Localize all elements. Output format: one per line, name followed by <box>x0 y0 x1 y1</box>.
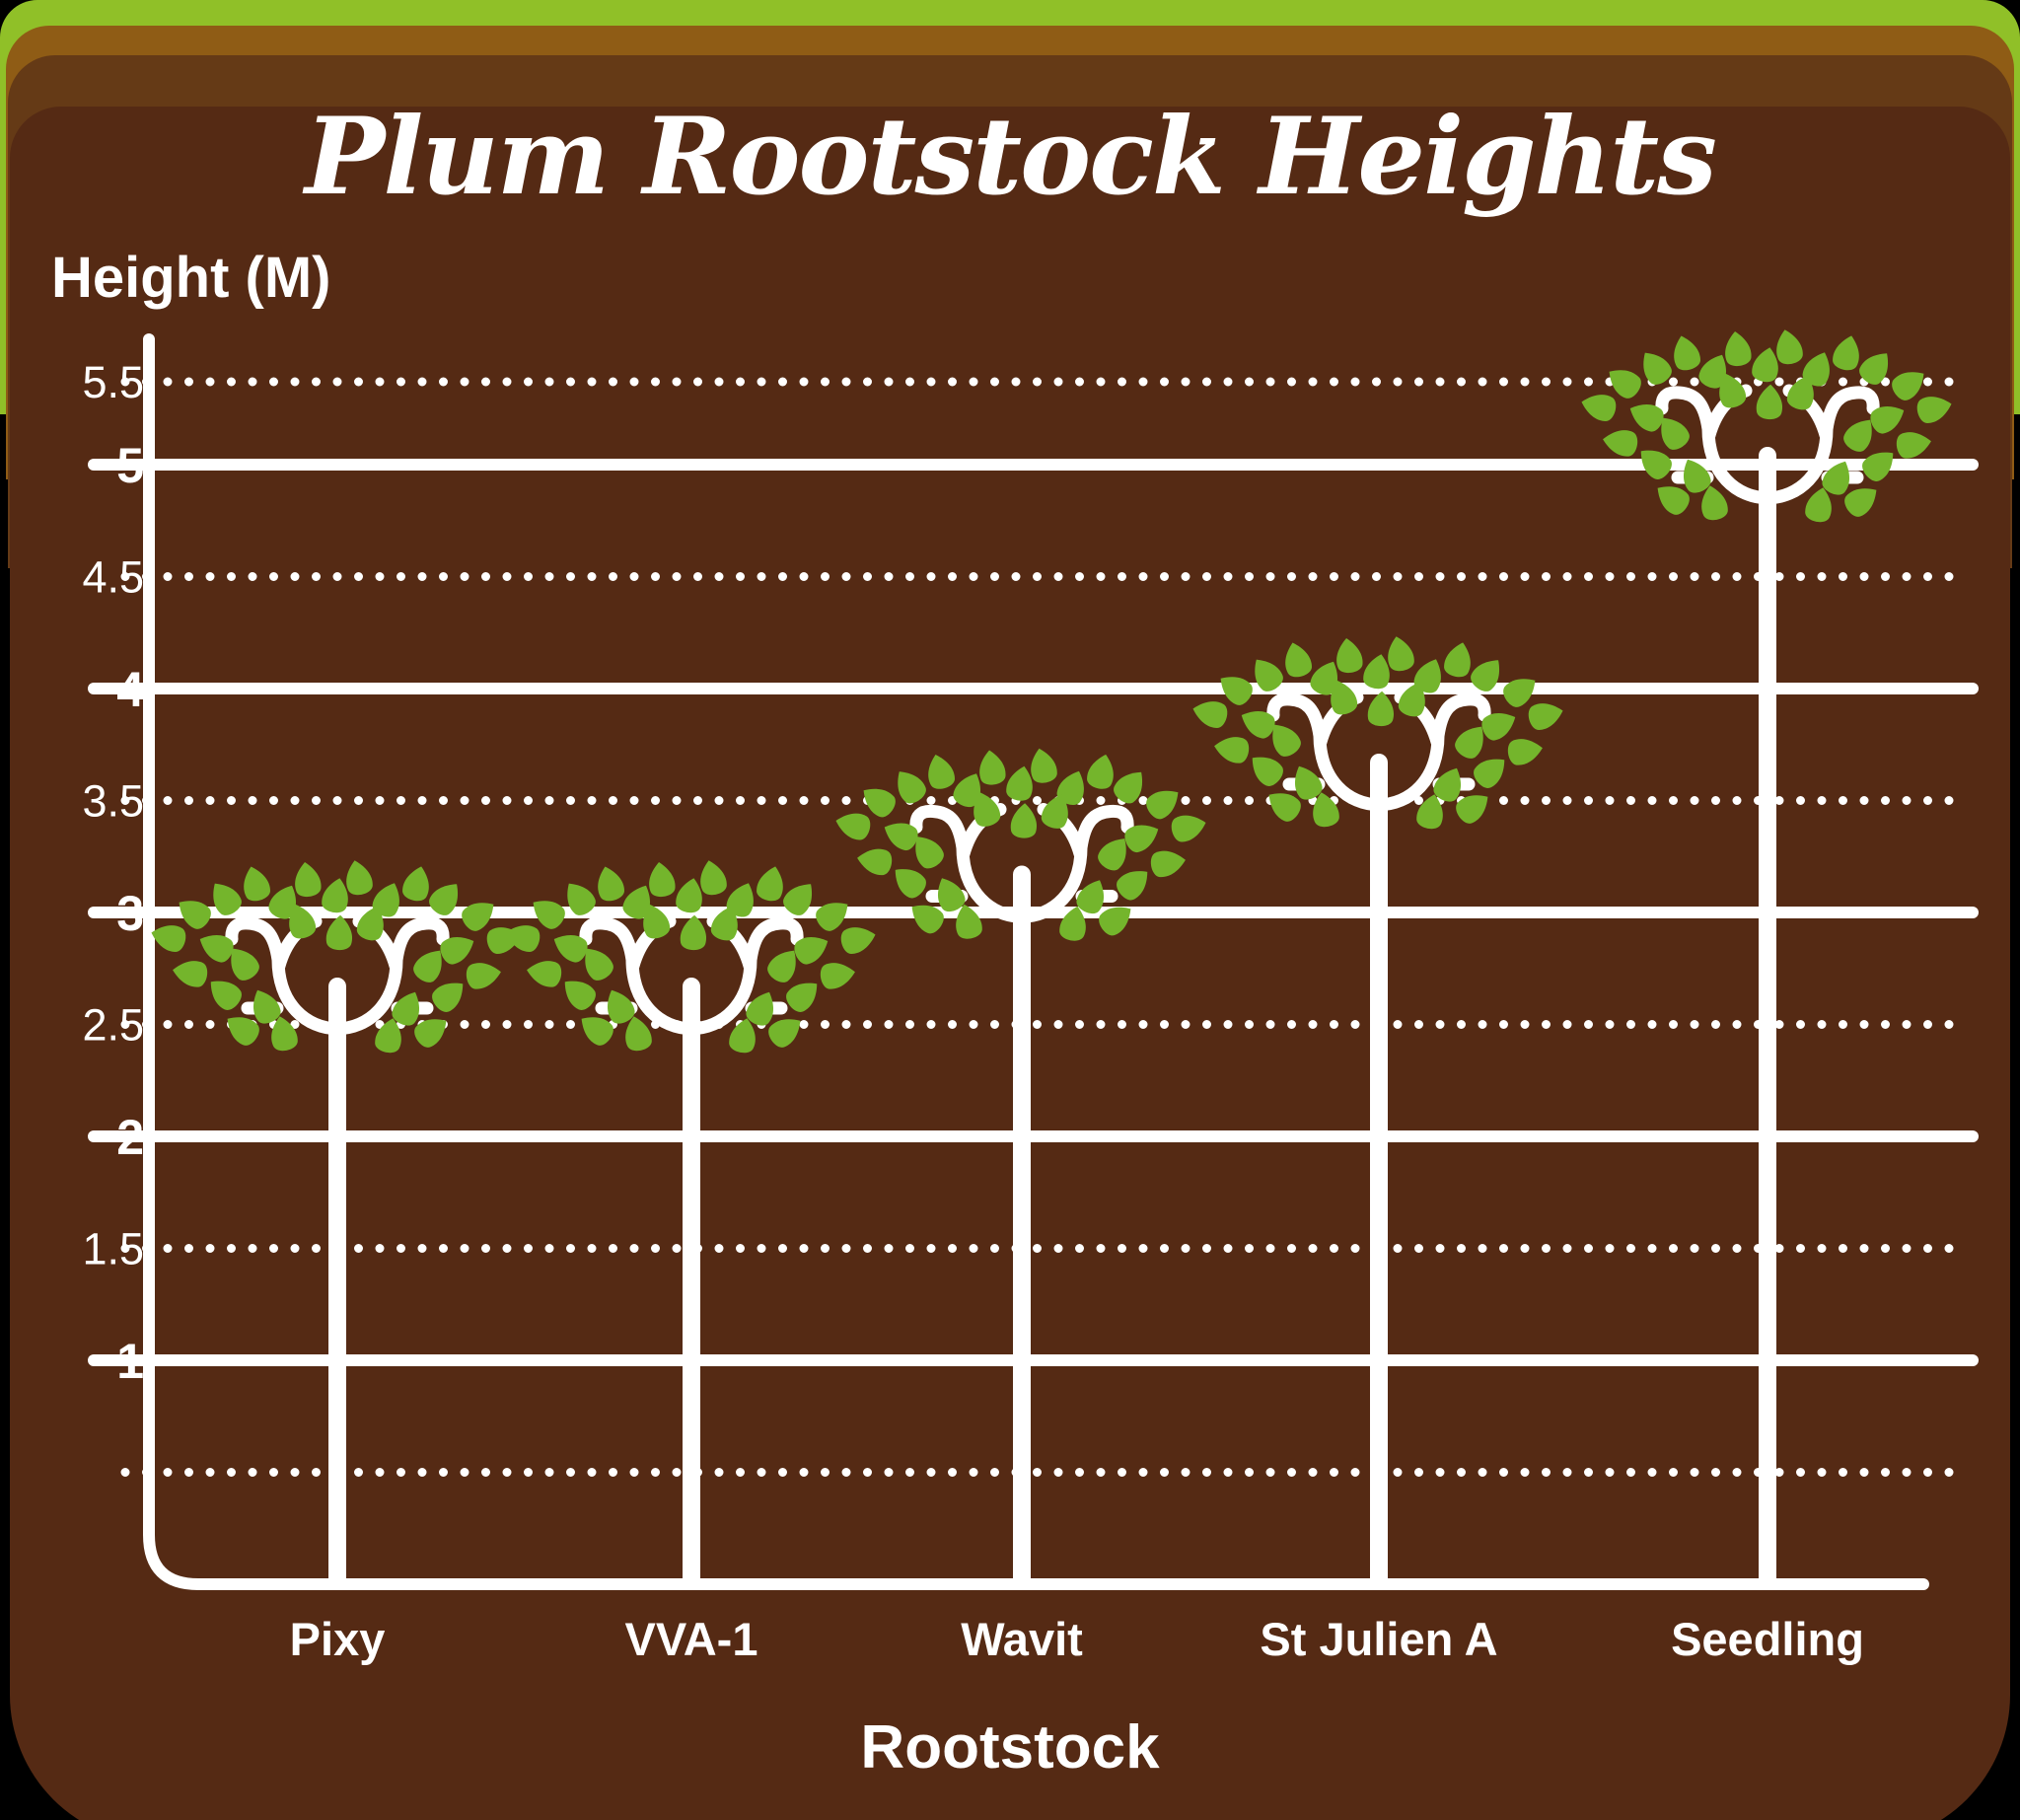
axis-line <box>143 333 1929 1590</box>
y-tick-label: 5.5 <box>82 357 144 407</box>
x-tick-label: Seedling <box>1671 1613 1864 1665</box>
tree-branches <box>1266 691 1491 812</box>
leaf-icon <box>976 748 1007 787</box>
tree-icon <box>148 857 525 1589</box>
leaf-icon <box>695 857 729 898</box>
leaf-icon <box>754 863 788 904</box>
leaf-icon <box>1771 327 1805 367</box>
leaf-icon <box>854 844 895 877</box>
y-tick-label: 3.5 <box>82 776 144 827</box>
y-tick-label: 5 <box>116 438 144 493</box>
leaf-icon <box>1211 733 1252 765</box>
leaf-icon <box>1010 802 1039 839</box>
tree-icon <box>502 857 879 1589</box>
leaf-icon <box>1148 846 1189 879</box>
leaf-icon <box>1383 633 1416 674</box>
leaf-icon <box>818 959 858 991</box>
leaf-icon <box>1190 695 1230 731</box>
leaf-icon <box>592 863 627 904</box>
leaf-icon <box>1756 384 1784 420</box>
x-tick-label: VVA-1 <box>625 1613 758 1665</box>
leaf-icon <box>1668 332 1703 373</box>
tree-icon <box>1190 633 1566 1589</box>
leaf-icon <box>464 959 504 991</box>
tree-icon <box>832 745 1209 1589</box>
leaf-icon <box>1334 636 1364 675</box>
leaf-icon <box>1441 639 1476 680</box>
tree-pictograms <box>148 327 1955 1589</box>
leaf-icon <box>1169 810 1209 844</box>
leaf-icon <box>680 914 708 951</box>
leaf-icon <box>832 808 873 842</box>
y-tick-label: 1.5 <box>82 1224 144 1274</box>
leaf-icon <box>524 957 564 989</box>
leaf-icon <box>1600 426 1640 459</box>
tree-branches <box>1655 384 1880 505</box>
tree-icon <box>1578 327 1955 1589</box>
leaf-icon <box>170 957 210 989</box>
leaf-icon <box>341 857 375 898</box>
leaf-icon <box>838 921 879 957</box>
leaf-icon <box>1526 697 1566 733</box>
leaf-icon <box>922 751 958 792</box>
leaf-icon <box>1894 428 1934 461</box>
leaf-icon <box>399 863 434 904</box>
y-tick-label: 2 <box>116 1110 144 1165</box>
y-axis-title: Height (M) <box>51 246 331 310</box>
x-tick-label: Pixy <box>290 1613 386 1665</box>
leaf-icon <box>1914 391 1955 426</box>
leaf-icon <box>238 863 273 904</box>
y-tick-label: 3 <box>116 886 144 941</box>
x-tick-label: St Julien A <box>1260 1613 1497 1665</box>
leaf-icon <box>1505 735 1546 767</box>
leaf-icon <box>325 914 354 951</box>
x-axis-title: Rootstock <box>860 1713 1160 1782</box>
leaf-icon <box>1722 329 1753 368</box>
leaf-icon <box>1084 751 1118 792</box>
tree-branches <box>909 803 1134 923</box>
leaf-icon <box>1279 639 1315 680</box>
y-tick-label: 4 <box>116 662 144 717</box>
leaf-icon <box>292 860 323 899</box>
y-tick-label: 4.5 <box>82 552 144 603</box>
y-tick-label: 1 <box>116 1334 144 1389</box>
x-tick-label: Wavit <box>961 1613 1083 1665</box>
leaf-icon <box>1578 389 1619 424</box>
leaf-icon <box>1830 332 1864 373</box>
tree-branches <box>225 914 450 1036</box>
leaf-icon <box>1367 691 1396 727</box>
y-tick-label: 2.5 <box>82 1000 144 1051</box>
leaf-icon <box>646 860 677 899</box>
tree-branches <box>579 914 804 1036</box>
x-tick-labels: Pixy VVA-1 Wavit St Julien A Seedling <box>290 1613 1864 1665</box>
chart-title: Plum Rootstock Heights <box>305 95 1717 219</box>
leaf-icon <box>1026 745 1059 785</box>
y-tick-labels: 5.5 5 4.5 4 3.5 3 2.5 2 1.5 1 <box>82 357 144 1389</box>
axes <box>143 333 1929 1590</box>
